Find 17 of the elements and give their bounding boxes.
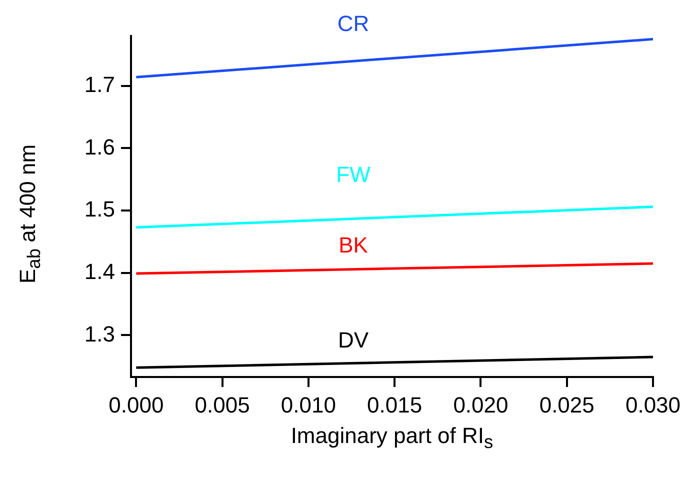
y-tick-label: 1.5 (84, 196, 115, 222)
y-tick-label: 1.3 (84, 321, 115, 346)
x-tick-label: 0.030 (625, 392, 681, 418)
x-axis-title: Imaginary part of RI$_{s}$ (290, 422, 494, 454)
series-label: CR (337, 11, 370, 36)
x-tick-label: 0.010 (280, 392, 336, 418)
series-label: DV (338, 327, 369, 352)
series-label: BK (338, 232, 368, 258)
y-tick-label: 1.7 (84, 72, 115, 97)
x-tick-label: 0.020 (453, 392, 508, 418)
series-label: FW (336, 162, 371, 187)
y-tick-label: 1.6 (84, 134, 115, 160)
x-tick-label: 0.025 (539, 392, 594, 418)
x-tick-label: 0.015 (367, 392, 422, 418)
x-tick-label: 0.005 (194, 392, 250, 418)
x-tick-label: 0.000 (108, 392, 164, 418)
y-tick-label: 1.4 (84, 258, 115, 284)
